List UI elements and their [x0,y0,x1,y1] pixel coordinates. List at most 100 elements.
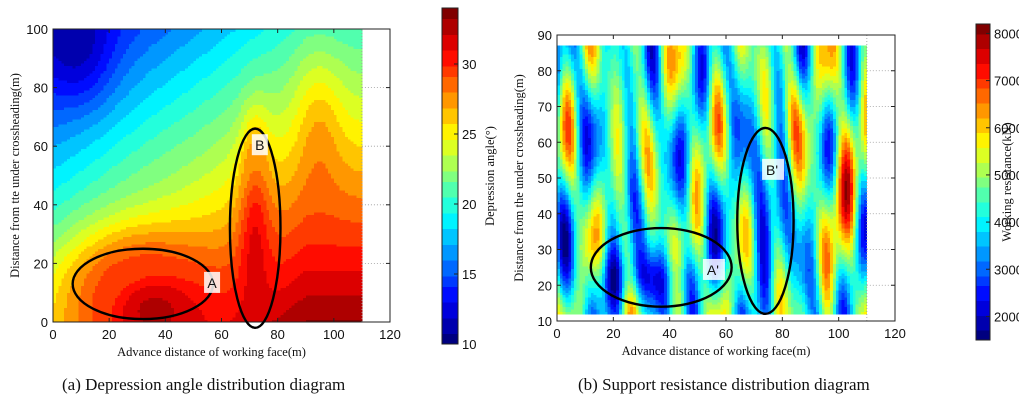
heatmap-cell [168,302,172,306]
heatmap-cell [92,224,96,228]
heatmap-cell [72,253,76,257]
heatmap-cell [58,187,62,191]
heatmap-cell [89,182,93,186]
heatmap-cell [145,248,149,252]
heatmap-cell [64,236,68,240]
heatmap-cell [114,290,118,294]
heatmap-cell [100,36,104,40]
heatmap-cell [159,143,163,147]
heatmap-cell [126,256,130,259]
heatmap-cell [120,187,124,191]
heatmap-cell [111,253,116,257]
heatmap-cell [75,80,79,84]
heatmap-cell [142,170,147,174]
heatmap-cell [134,112,138,115]
heatmap-cell [103,92,107,96]
heatmap-cell [64,48,68,52]
heatmap-cell [53,207,57,211]
heatmap-cell [114,33,118,37]
heatmap-cell [120,60,124,64]
heatmap-cell [156,60,161,64]
heatmap-cell [64,58,68,62]
heatmap-cell [103,304,107,308]
heatmap-cell [120,282,124,286]
heatmap-cell [55,292,60,296]
heatmap-cell [120,77,124,81]
heatmap-cell [134,229,138,233]
heatmap-cell [154,190,158,193]
heatmap-cell [126,43,130,47]
heatmap-cell [89,31,93,35]
heatmap-cell [165,119,169,123]
heatmap-cell [53,109,57,113]
heatmap-cell [114,41,118,45]
heatmap-cell [142,297,147,301]
heatmap-cell [75,170,79,174]
heatmap-cell [134,219,138,223]
heatmap-cell [117,119,121,123]
heatmap-cell [165,168,169,172]
heatmap-cell [81,141,85,145]
heatmap-cell [55,304,60,308]
heatmap-cell [151,246,155,250]
heatmap-cell [165,253,169,257]
heatmap-cell [159,256,163,259]
heatmap-cell [55,241,60,245]
heatmap-cell [78,317,82,320]
heatmap-cell [162,33,166,37]
heatmap-cell [134,90,138,93]
heatmap-cell [103,77,107,81]
heatmap-cell [78,260,82,264]
heatmap-cell [117,302,121,306]
heatmap-cell [162,190,166,193]
heatmap-cell [81,63,85,67]
heatmap-cell [151,58,155,62]
heatmap-cell [81,112,85,115]
heatmap-cell [78,197,82,201]
heatmap-cell [151,124,155,128]
heatmap-cell [128,278,133,281]
heatmap-cell [145,319,149,323]
heatmap-cell [58,258,62,262]
heatmap-cell [111,141,116,145]
heatmap-cell [128,251,133,255]
heatmap-cell [145,63,149,67]
heatmap-cell [140,314,144,318]
heatmap-cell [165,146,169,150]
heatmap-cell [53,173,57,176]
heatmap-cell [162,109,166,113]
heatmap-cell [67,212,71,215]
heatmap-cell [128,58,133,62]
heatmap-cell [100,224,104,228]
heatmap-cell [64,99,68,103]
heatmap-cell [131,36,135,40]
heatmap-cell [72,114,76,118]
heatmap-cell [123,80,127,84]
heatmap-cell [78,55,82,59]
heatmap-cell [123,312,127,316]
heatmap-cell [67,224,71,228]
heatmap-cell [126,136,130,140]
heatmap-cell [159,94,163,98]
heatmap-cell [162,168,166,172]
heatmap-cell [100,114,104,118]
heatmap-cell [120,112,124,115]
heatmap-cell [103,46,107,49]
heatmap-cell [134,217,138,220]
heatmap-cell [95,263,99,267]
heatmap-cell [69,53,74,57]
heatmap-cell [162,314,166,318]
heatmap-cell [156,29,161,32]
heatmap-cell [148,60,152,64]
heatmap-cell [55,58,60,62]
heatmap-cell [69,190,74,193]
heatmap-cell [61,175,65,179]
heatmap-cell [83,119,88,123]
heatmap-cell [145,190,149,193]
heatmap-cell [126,41,130,45]
heatmap-cell [95,226,99,230]
heatmap-cell [123,243,127,247]
heatmap-cell [123,131,127,135]
heatmap-cell [72,136,76,140]
heatmap-cell [111,43,116,47]
